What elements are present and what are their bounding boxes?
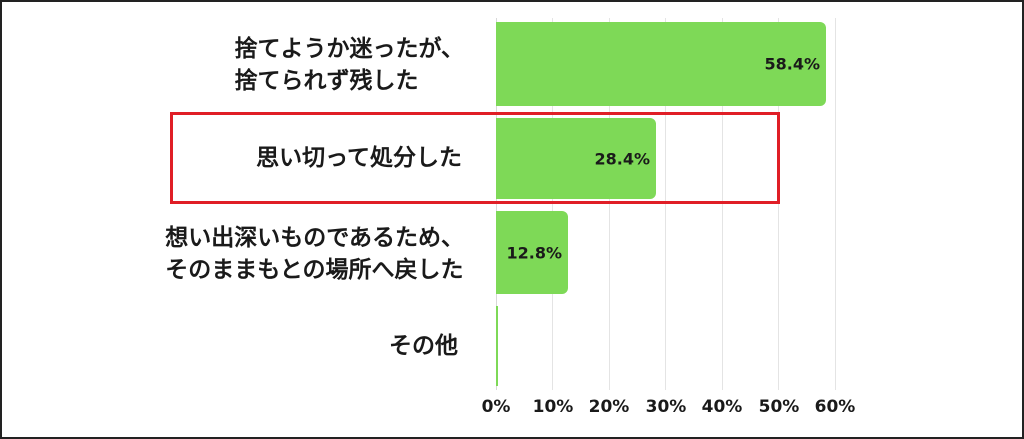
bar-value-label: 12.8% [506,243,562,262]
x-tick-label: 60% [814,397,856,417]
gridline-30 [665,18,666,390]
bar-other [496,306,498,386]
category-label-line: 捨てようか迷ったが、 [234,36,464,62]
x-tick-label: 20% [588,397,630,417]
category-label: その他 [389,330,458,362]
x-tick-label: 40% [701,397,743,417]
bar-kept: 58.4% [496,22,826,106]
category-label-line: 思い切って処分した [256,145,462,171]
gridline-40 [722,18,723,390]
category-label: 捨てようか迷ったが、 捨てられず残した [234,33,464,97]
category-label: 想い出深いものであるため、 そのままもとの場所へ戻した [165,222,464,286]
category-label-line: 捨てられず残した [234,68,419,94]
bar-value-label: 28.4% [594,149,650,168]
gridline-50 [778,18,779,390]
category-label: 思い切って処分した [256,142,462,174]
category-label-line: その他 [389,333,458,359]
gridline-10 [552,18,553,390]
bar-disposed: 28.4% [496,118,656,199]
gridline-20 [609,18,610,390]
axis-zero-line [496,18,497,390]
category-label-line: 想い出深いものであるため、 [165,225,464,251]
x-tick-label: 50% [758,397,800,417]
bar-value-label: 58.4% [764,54,820,74]
x-tick-label: 10% [532,397,574,417]
x-tick-label: 30% [645,397,687,417]
gridline-60 [835,18,836,390]
category-label-line: そのままもとの場所へ戻した [165,257,464,283]
x-tick-label: 0% [481,397,511,417]
bar-returned: 12.8% [496,211,568,294]
highlight-box [170,112,780,204]
